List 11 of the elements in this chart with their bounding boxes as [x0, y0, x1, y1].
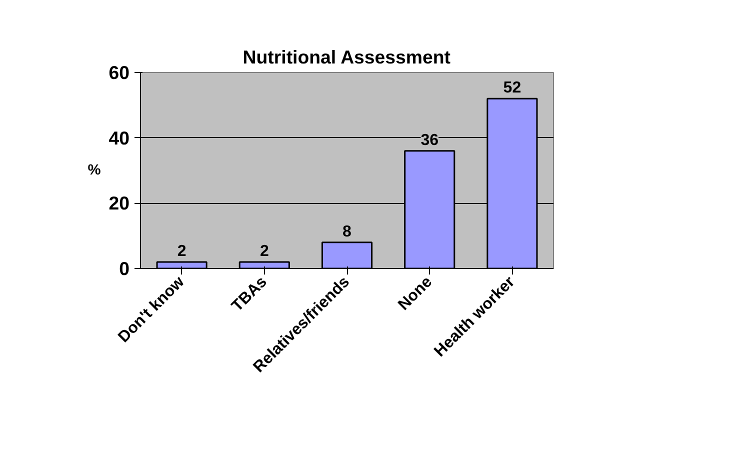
data-label: 2 [177, 242, 186, 260]
data-label: 8 [342, 223, 352, 240]
y-axis-title: % [88, 162, 101, 178]
data-label: 52 [503, 80, 522, 97]
data-label: 36 [420, 132, 439, 149]
data-label: 2 [260, 242, 269, 260]
chart-title: Nutritional Assessment [242, 46, 450, 68]
y-tick-label: 20 [108, 192, 130, 214]
y-tick-label: 40 [108, 127, 130, 148]
y-tick-label: 0 [119, 258, 130, 279]
y-tick-label: 60 [108, 62, 130, 83]
